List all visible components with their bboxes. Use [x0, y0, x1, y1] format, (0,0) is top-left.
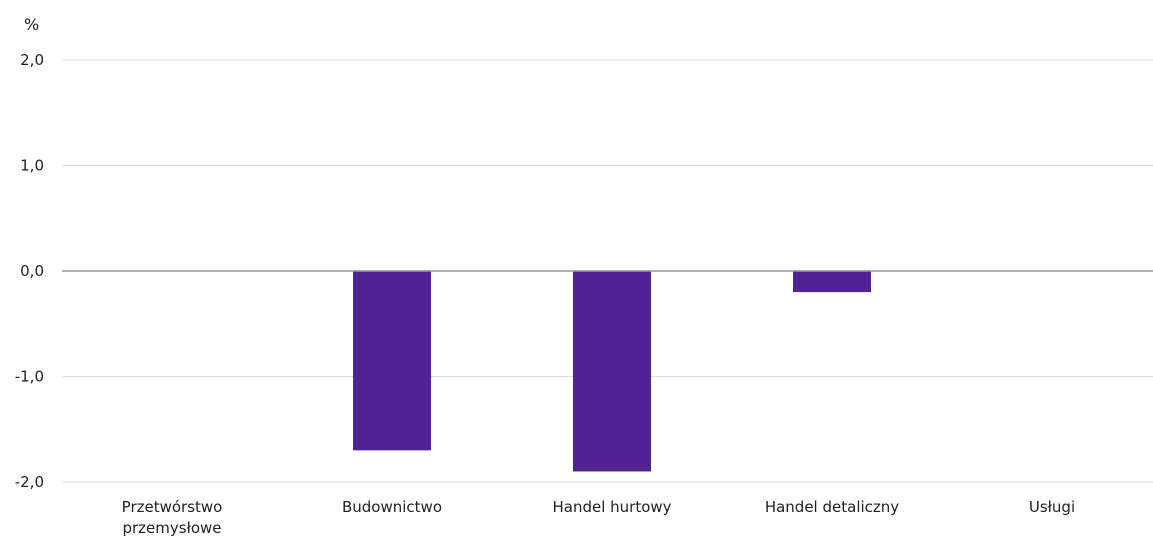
y-tick-label: 2,0 [20, 51, 44, 69]
x-category-label: Budownictwo [342, 498, 442, 516]
x-category-label-line: Przetwórstwo [122, 498, 223, 516]
x-category-label-line: Handel detaliczny [765, 498, 899, 516]
x-axis-category-labels: Przetwórstwo przemysłowe Budownictwo Handel… [122, 498, 1075, 537]
y-tick-label: -2,0 [15, 473, 44, 491]
y-tick-label: -1,0 [15, 368, 44, 386]
y-tick-label: 1,0 [20, 157, 44, 175]
x-category-label: Handel detaliczny [765, 498, 899, 516]
x-category-label-line: Budownictwo [342, 498, 442, 516]
y-tick-label: 0,0 [20, 262, 44, 280]
bar [793, 271, 871, 293]
y-axis-tick-labels: 2,0 1,0 0,0 -1,0 -2,0 [15, 51, 44, 491]
x-category-label-line: Usługi [1029, 498, 1075, 516]
x-category-label-line: przemysłowe [122, 519, 221, 537]
x-category-label: Handel hurtowy [552, 498, 671, 516]
x-category-label-line: Handel hurtowy [552, 498, 671, 516]
bars [353, 271, 871, 472]
x-category-label: Przetwórstwo przemysłowe [122, 498, 223, 537]
y-axis-unit-label: % [24, 15, 39, 34]
bar [353, 271, 431, 451]
bar [573, 271, 651, 472]
x-category-label: Usługi [1029, 498, 1075, 516]
